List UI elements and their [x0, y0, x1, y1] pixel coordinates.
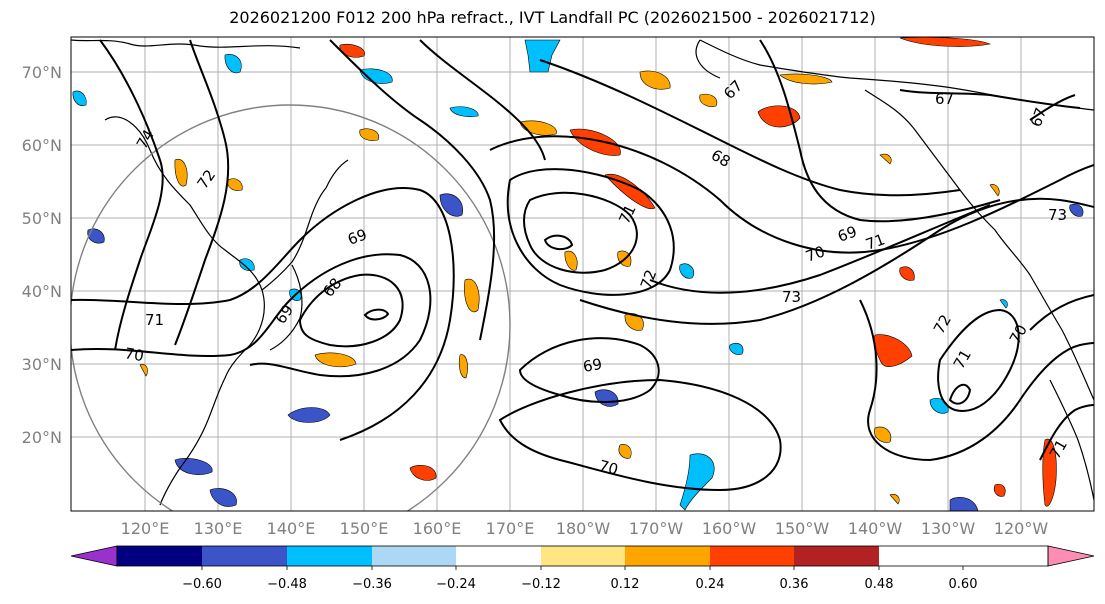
colorbar-tick-label: 0.24 [696, 577, 725, 592]
contour-label: 72 [637, 267, 660, 291]
lat-label: 60°N [22, 136, 62, 155]
contour-label: 70 [803, 242, 827, 265]
colorbar-tick-label: 0.12 [611, 577, 640, 592]
colorbar-extend-max [1047, 545, 1095, 567]
colorbar-frame [116, 545, 1049, 567]
chart-title: 2026021200 F012 200 hPa refract., IVT La… [229, 8, 876, 27]
colorbar-segment [372, 546, 456, 566]
contour-label: 69 [345, 225, 369, 248]
lon-label: 150°W [775, 519, 830, 538]
contour-label: 70 [597, 456, 620, 478]
contour-label: 67 [935, 90, 954, 108]
colorbar-segment [456, 546, 541, 566]
contour-label: 73 [1048, 206, 1067, 224]
contour-label: 70 [123, 344, 145, 365]
colorbar-segment [541, 546, 625, 566]
colorbar-tick-label: −0.36 [352, 577, 392, 592]
colorbar-tick-label: −0.48 [267, 577, 307, 592]
lat-label: 30°N [22, 355, 62, 374]
colorbar-tick-label: 0.48 [865, 577, 894, 592]
lon-label: 140°W [848, 519, 903, 538]
colorbar: −0.60 −0.48 −0.36 −0.24 −0.12 0.12 0.24 … [70, 545, 1095, 592]
colorbar-tick-label: 0.36 [780, 577, 809, 592]
lon-label: 150°E [340, 519, 389, 538]
colorbar-ticks [201, 566, 964, 570]
landfall-circle [71, 104, 511, 511]
contour-lines [71, 39, 1094, 492]
lon-label: 160°E [413, 519, 462, 538]
lon-label: 130°E [194, 519, 243, 538]
lon-label: 170°W [629, 519, 684, 538]
lon-label: 180°W [556, 519, 611, 538]
contour-label: 71 [863, 230, 887, 253]
colorbar-segment [625, 546, 710, 566]
map-frame [70, 36, 1095, 512]
lat-labels: 70°N 60°N 50°N 40°N 30°N 20°N [22, 63, 62, 447]
lon-labels: 120°E 130°E 140°E 150°E 160°E 170°E 180°… [121, 519, 1049, 538]
colorbar-segment [710, 546, 794, 566]
colorbar-segment [794, 546, 879, 566]
colorbar-segment [287, 546, 372, 566]
contour-label: 71 [145, 311, 164, 329]
contour-label: 69 [582, 355, 604, 376]
contour-label: 73 [782, 288, 801, 306]
lon-label: 120°E [121, 519, 170, 538]
lat-label: 70°N [22, 63, 62, 82]
colorbar-tick-label: −0.60 [182, 577, 222, 592]
contour-label: 67 [1027, 105, 1050, 129]
colorbar-extend-min [70, 545, 118, 567]
colorbar-segment [117, 546, 202, 566]
colorbar-tick-label: −0.12 [521, 577, 561, 592]
lat-label: 40°N [22, 282, 62, 301]
colorbar-tick-label: 0.60 [949, 577, 978, 592]
gridlines [71, 37, 1094, 511]
lon-label: 120°W [994, 519, 1049, 538]
lat-label: 50°N [22, 209, 62, 228]
lon-label: 160°W [702, 519, 757, 538]
lon-label: 130°W [921, 519, 976, 538]
contour-label: 69 [835, 222, 859, 245]
colorbar-tick-label: −0.24 [436, 577, 476, 592]
lat-label: 20°N [22, 428, 62, 447]
colorbar-segment [202, 546, 287, 566]
lon-label: 140°E [267, 519, 316, 538]
lon-label: 170°E [486, 519, 535, 538]
